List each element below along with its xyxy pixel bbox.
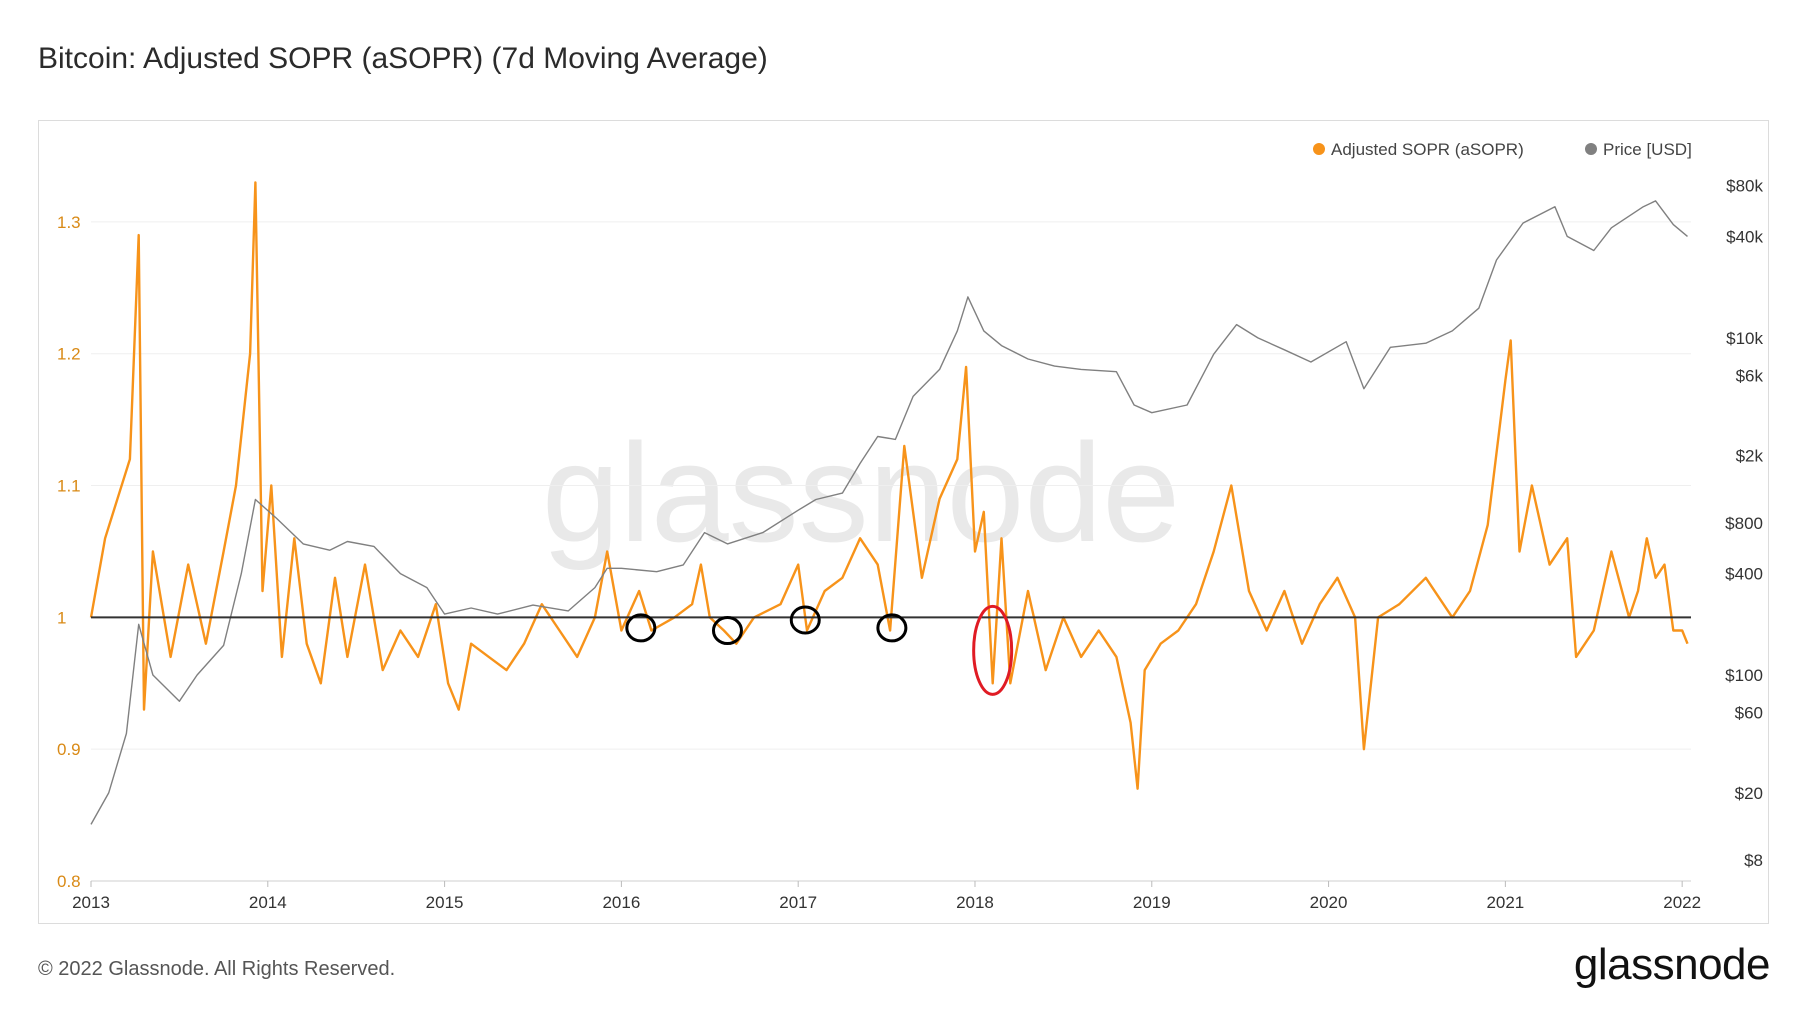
annotation-circle xyxy=(625,613,657,643)
x-tick-label: 2022 xyxy=(1663,893,1701,912)
price-series-line xyxy=(90,200,1688,825)
y-left-tick-label: 1.2 xyxy=(57,345,81,364)
legend-label: Adjusted SOPR (aSOPR) xyxy=(1331,140,1524,159)
y-right-tick-label: $40k xyxy=(1726,227,1763,246)
y-right-tick-label: $20 xyxy=(1735,784,1763,803)
x-tick-label: 2013 xyxy=(72,893,110,912)
watermark-text: glassnode xyxy=(542,414,1180,571)
chart-panel: glassnode 0.8 0.9 1 1.1 1.2 1.3 $8 $20 $60 $100 $40… xyxy=(38,120,1769,924)
y-right-tick-label: $60 xyxy=(1735,703,1763,722)
copyright-footer: © 2022 Glassnode. All Rights Reserved. xyxy=(38,958,396,980)
annotation-ellipse xyxy=(972,604,1014,696)
x-tick-label: 2014 xyxy=(249,893,287,912)
y-right-tick-label: $2k xyxy=(1736,447,1764,466)
chart: glassnode 0.8 0.9 1 1.1 1.2 1.3 $8 $20 $60 $100 $40… xyxy=(57,140,1764,912)
y-left-tick-label: 0.8 xyxy=(57,872,81,891)
y-left-tick-label: 1 xyxy=(57,608,66,627)
y-right-tick-label: $80k xyxy=(1726,177,1763,196)
x-tick-label: 2017 xyxy=(779,893,817,912)
y-left-tick-label: 1.1 xyxy=(57,477,81,496)
brand-logo: glassnode xyxy=(1573,940,1771,989)
legend-marker xyxy=(1313,143,1325,155)
x-tick-label: 2019 xyxy=(1133,893,1171,912)
annotation-circle xyxy=(711,616,743,646)
x-tick-label: 2021 xyxy=(1486,893,1524,912)
y-left-tick-label: 1.3 xyxy=(57,213,81,232)
x-tick-label: 2020 xyxy=(1310,893,1348,912)
x-tick-label: 2016 xyxy=(602,893,640,912)
y-left-tick-label: 0.9 xyxy=(57,740,81,759)
y-right-tick-label: $6k xyxy=(1736,366,1764,385)
x-tick-label: 2018 xyxy=(956,893,994,912)
legend-label: Price [USD] xyxy=(1603,140,1692,159)
y-right-tick-label: $100 xyxy=(1725,666,1763,685)
y-right-tick-label: $400 xyxy=(1725,565,1763,584)
y-right-tick-label: $8 xyxy=(1744,851,1763,870)
legend-marker xyxy=(1585,143,1597,155)
y-right-tick-label: $800 xyxy=(1725,514,1763,533)
annotation-circle xyxy=(876,613,908,643)
x-tick-label: 2015 xyxy=(426,893,464,912)
page-title: Bitcoin: Adjusted SOPR (aSOPR) (7d Movin… xyxy=(38,42,768,75)
annotation-circle xyxy=(789,605,821,635)
y-right-tick-label: $10k xyxy=(1726,329,1763,348)
asopr-series-line xyxy=(89,181,1689,790)
